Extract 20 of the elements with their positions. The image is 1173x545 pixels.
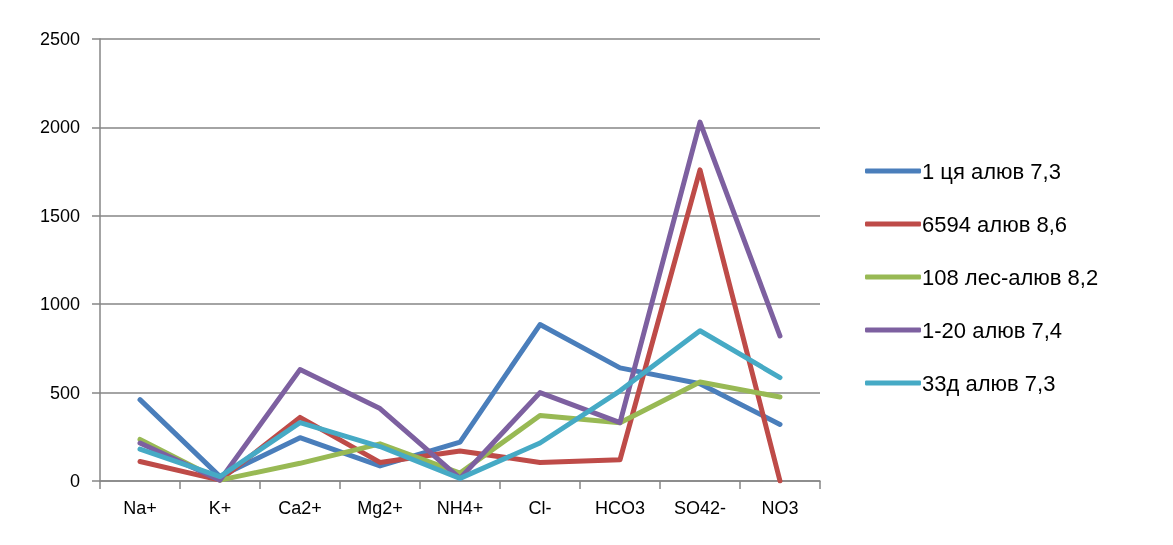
x-tick-label: Ca2+ (278, 498, 322, 518)
legend-label: 6594 алюв 8,6 (922, 211, 1068, 237)
y-tick-label: 500 (49, 382, 80, 403)
x-tick-label: NH4+ (436, 498, 484, 518)
legend-label: 108 лес-алюв 8,2 (922, 264, 1099, 290)
y-tick-label: 1000 (39, 294, 80, 315)
x-tick-label: K+ (208, 498, 232, 518)
legend-label: 33д алюв 7,3 (922, 370, 1056, 396)
x-tick-label: SO42- (673, 498, 727, 518)
legend-label: 1-20 алюв 7,4 (922, 317, 1063, 343)
x-tick-label: Mg2+ (357, 498, 403, 518)
y-tick-label: 2000 (39, 117, 80, 138)
x-tick-label: Na+ (123, 498, 157, 518)
y-tick-label: 0 (69, 471, 80, 491)
y-tick-label: 1500 (39, 205, 80, 226)
y-tick-label: 2500 (39, 29, 80, 49)
x-tick-label: HCO3 (594, 498, 646, 518)
x-tick-label: Cl- (528, 498, 552, 518)
legend-label: 1 ця алюв 7,3 (922, 158, 1061, 184)
x-tick-label: NO3 (761, 498, 799, 518)
